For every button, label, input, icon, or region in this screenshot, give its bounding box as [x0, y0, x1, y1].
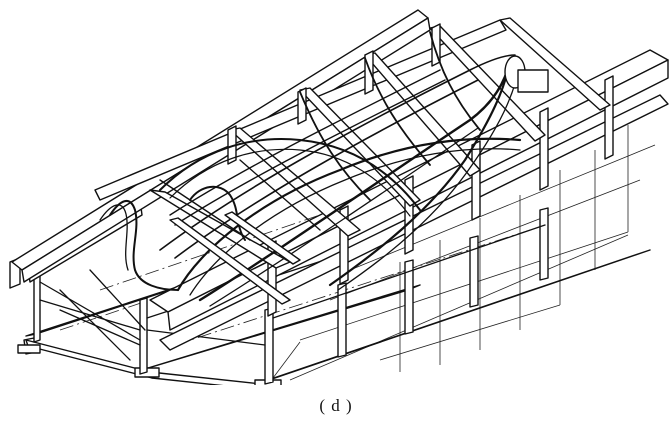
diagonal-braces: [159, 159, 321, 305]
base-frame: [17, 207, 651, 385]
figure-caption: ( d ): [319, 396, 353, 415]
hull-molds: [99, 31, 549, 307]
hull-frame-drawing: [9, 9, 669, 385]
transverse-frames: [149, 17, 614, 317]
